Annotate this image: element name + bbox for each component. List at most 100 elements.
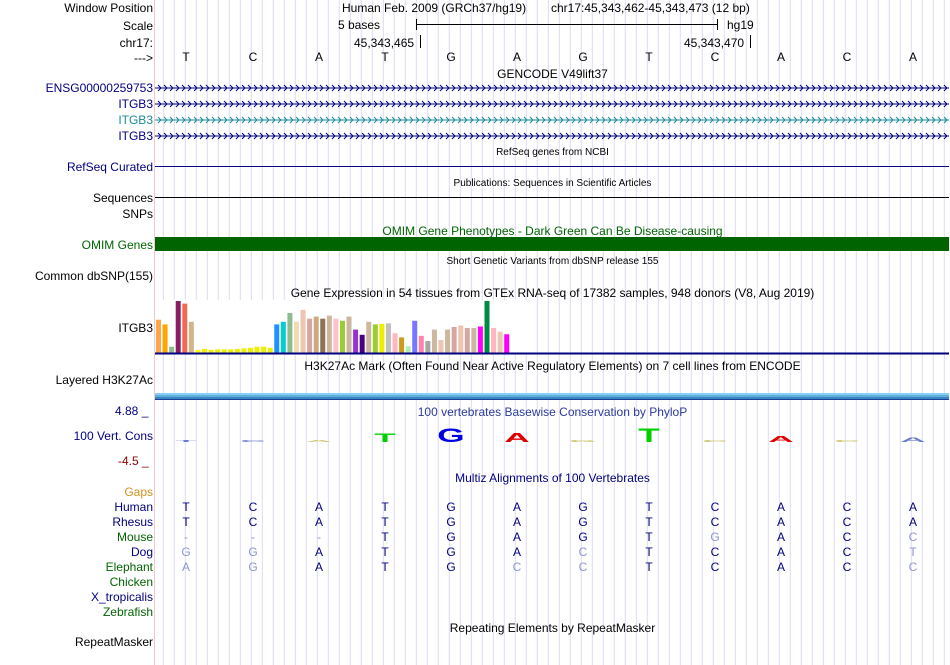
gencode-transcript-label[interactable]: ITGB3 xyxy=(118,97,153,111)
multiz-aligned-base: T xyxy=(381,530,389,544)
gtex-tissue-bar[interactable] xyxy=(300,309,306,353)
gtex-tissue-bar[interactable] xyxy=(497,331,503,353)
refseq-track-title: RefSeq genes from NCBI xyxy=(496,147,609,158)
publications-track-label[interactable]: Sequences xyxy=(92,191,153,205)
multiz-species-label[interactable]: Elephant xyxy=(105,560,153,574)
h3k27ac-layer-1 xyxy=(155,393,949,395)
gtex-tissue-bar[interactable] xyxy=(484,301,490,353)
multiz-aligned-base: T xyxy=(381,545,389,559)
gtex-tissue-bar[interactable] xyxy=(287,312,293,353)
gtex-tissue-bar[interactable] xyxy=(431,329,437,353)
multiz-aligned-base: T xyxy=(645,560,653,574)
multiz-species-label[interactable]: Chicken xyxy=(109,575,153,589)
gtex-tissue-bar[interactable] xyxy=(326,315,332,353)
gencode-transcript-label[interactable]: ENSG00000259753 xyxy=(45,81,153,95)
gtex-tissue-bar[interactable] xyxy=(438,340,444,353)
ruler-base: G xyxy=(446,50,456,64)
phylop-base-glyph: C xyxy=(240,440,265,443)
gtex-tissue-bar[interactable] xyxy=(451,327,457,353)
snps-track-label[interactable]: SNPs xyxy=(122,207,153,221)
gtex-tissue-bar[interactable] xyxy=(293,321,299,353)
gtex-tissue-bar[interactable] xyxy=(392,333,398,353)
gencode-transcript-label[interactable]: ITGB3 xyxy=(118,129,153,143)
multiz-species-label[interactable]: Rhesus xyxy=(112,515,153,529)
gtex-tissue-bar[interactable] xyxy=(464,328,470,353)
gtex-tissue-bar[interactable] xyxy=(412,320,418,353)
gtex-tissue-bar[interactable] xyxy=(169,346,175,353)
gtex-tissue-bar[interactable] xyxy=(504,334,510,353)
gtex-tissue-bar[interactable] xyxy=(195,349,201,353)
gtex-tissue-bar[interactable] xyxy=(379,323,385,353)
phylop-base-glyph: G xyxy=(437,425,464,447)
refseq-track-label[interactable]: RefSeq Curated xyxy=(66,160,153,174)
gtex-tissue-bar[interactable] xyxy=(228,349,234,353)
gtex-track-label[interactable]: ITGB3 xyxy=(118,321,153,335)
gtex-tissue-bar[interactable] xyxy=(267,347,273,353)
gtex-tissue-bar[interactable] xyxy=(477,326,483,353)
gtex-tissue-bar[interactable] xyxy=(425,341,431,353)
gtex-tissue-bar[interactable] xyxy=(182,303,188,353)
gtex-tissue-bar[interactable] xyxy=(208,349,214,353)
dbsnp-track-label[interactable]: Common dbSNP(155) xyxy=(34,269,153,283)
gtex-tissue-bar[interactable] xyxy=(234,348,240,353)
gtex-tissue-bar[interactable] xyxy=(372,324,378,353)
gencode-transcript-label[interactable]: ITGB3 xyxy=(118,113,153,127)
gtex-tissue-bar[interactable] xyxy=(359,334,365,353)
multiz-gaps-label: Gaps xyxy=(124,485,153,499)
multiz-aligned-base: G xyxy=(181,545,191,559)
omim-gene-bar[interactable] xyxy=(155,237,949,251)
multiz-species-label[interactable]: X_tropicalis xyxy=(90,590,153,604)
ruler-base: C xyxy=(842,50,852,64)
gtex-tissue-bar[interactable] xyxy=(156,319,161,353)
phylop-track-label[interactable]: 100 Vert. Cons xyxy=(73,429,153,443)
gtex-tissue-bar[interactable] xyxy=(201,348,207,353)
phylop-base-glyph: G xyxy=(569,440,596,443)
gtex-tissue-bar[interactable] xyxy=(307,318,313,353)
ruler-base: T xyxy=(182,50,190,64)
multiz-aligned-base: A xyxy=(776,500,785,514)
multiz-species-label[interactable]: Dog xyxy=(130,545,153,559)
multiz-aligned-base: C xyxy=(908,530,918,544)
gtex-tissue-bar[interactable] xyxy=(221,349,227,353)
omim-track-label[interactable]: OMIM Genes xyxy=(81,238,153,252)
gtex-tissue-bar[interactable] xyxy=(385,323,391,353)
multiz-species-label[interactable]: Mouse xyxy=(116,530,153,544)
gtex-tissue-bar[interactable] xyxy=(445,329,451,353)
gtex-tissue-bar[interactable] xyxy=(418,335,424,353)
multiz-aligned-base: A xyxy=(512,515,521,529)
gtex-tissue-bar[interactable] xyxy=(339,320,345,353)
gtex-tissue-bar[interactable] xyxy=(241,348,247,353)
gtex-tissue-bar[interactable] xyxy=(320,318,326,353)
gtex-tissue-bar[interactable] xyxy=(247,347,253,353)
gtex-tissue-bar[interactable] xyxy=(399,337,405,353)
h3k27ac-track-label[interactable]: Layered H3K27Ac xyxy=(55,373,153,387)
multiz-aligned-base: T xyxy=(645,515,653,529)
publications-track-line[interactable] xyxy=(155,197,949,198)
gtex-tissue-bar[interactable] xyxy=(405,346,411,353)
gtex-tissue-bar[interactable] xyxy=(188,321,194,353)
gtex-tissue-bar[interactable] xyxy=(215,349,221,353)
gtex-tissue-bar[interactable] xyxy=(346,316,352,353)
gtex-tissue-bar[interactable] xyxy=(280,321,286,353)
phylop-base-glyph: A xyxy=(306,440,331,443)
gtex-tissue-bar[interactable] xyxy=(353,329,359,353)
gtex-tissue-bar[interactable] xyxy=(458,325,464,353)
gtex-expression-chart[interactable] xyxy=(155,300,950,355)
multiz-aligned-base: C xyxy=(710,500,720,514)
multiz-species-label[interactable]: Human xyxy=(114,500,153,514)
multiz-species-label[interactable]: Zebrafish xyxy=(102,605,153,619)
gtex-tissue-bar[interactable] xyxy=(254,346,260,353)
phylop-base-glyph: C xyxy=(834,440,859,443)
gtex-tissue-bar[interactable] xyxy=(491,328,497,353)
gtex-tissue-bar[interactable] xyxy=(313,316,319,353)
gtex-tissue-bar[interactable] xyxy=(261,346,267,353)
gtex-tissue-bar[interactable] xyxy=(333,318,339,353)
gtex-tissue-bar[interactable] xyxy=(471,328,477,353)
gtex-tissue-bar[interactable] xyxy=(274,324,280,353)
gtex-tissue-bar[interactable] xyxy=(175,301,181,353)
repeatmasker-track-label[interactable]: RepeatMasker xyxy=(74,635,153,649)
refseq-track-line[interactable] xyxy=(155,166,949,167)
gtex-tissue-bar[interactable] xyxy=(366,321,372,353)
gtex-tissue-bar[interactable] xyxy=(162,324,168,353)
